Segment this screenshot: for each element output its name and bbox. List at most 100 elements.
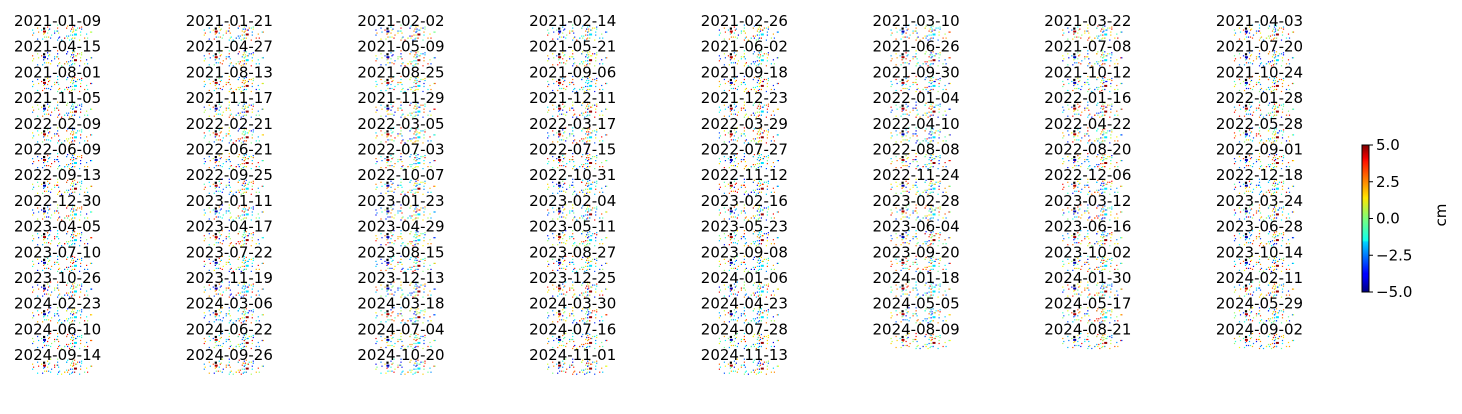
map-pixel [901, 84, 903, 87]
map-pixel [56, 184, 58, 186]
map-pixel [246, 106, 248, 108]
map-pixel [752, 164, 754, 166]
map-pixel [757, 218, 759, 220]
map-pixel [896, 185, 898, 187]
map-pixel [404, 193, 406, 195]
map-pixel [74, 25, 76, 27]
map-pixel [729, 162, 731, 164]
map-pixel [86, 84, 88, 87]
map-pixel [419, 209, 421, 211]
map-pixel [250, 116, 252, 118]
map-pixel [736, 63, 738, 65]
map-pixel [1255, 83, 1258, 86]
map-pixel [547, 158, 549, 160]
map-pixel [1111, 182, 1113, 184]
map-pixel [582, 205, 584, 207]
map-pixel [1088, 32, 1090, 34]
map-pixel [73, 208, 75, 210]
map-pixel [587, 217, 589, 219]
map-pixel [433, 57, 435, 59]
map-pixel [48, 113, 50, 115]
reference-point [729, 27, 732, 30]
map-pixel [220, 79, 222, 82]
map-pixel [76, 158, 78, 160]
map-pixel [1247, 165, 1250, 167]
map-pixel [1089, 139, 1091, 141]
map-pixel [70, 85, 72, 88]
map-pixel [1233, 55, 1236, 57]
map-pixel [434, 160, 436, 162]
map-pixel [925, 217, 927, 219]
map-pixel [1111, 79, 1113, 82]
map-pixel [400, 168, 402, 170]
map-pixel [1062, 29, 1064, 31]
map-pixel [937, 27, 939, 29]
map-pixel [1258, 219, 1261, 221]
map-pixel [1103, 30, 1105, 32]
map-pixel [1239, 160, 1242, 162]
map-pixel [1260, 165, 1263, 167]
map-pixel [1269, 112, 1272, 114]
map-pixel [924, 215, 926, 217]
map-pixel [67, 166, 69, 168]
map-pixel [733, 77, 735, 80]
map-hotspot [74, 84, 77, 87]
map-pixel [212, 158, 214, 160]
map-pixel [219, 29, 221, 31]
map-pixel [606, 57, 608, 59]
map-pixel [900, 64, 902, 66]
map-pixel [1257, 30, 1260, 32]
reference-point [1244, 207, 1248, 210]
map-pixel [929, 105, 931, 107]
map-pixel [729, 110, 731, 112]
map-pixel [922, 114, 924, 116]
map-pixel [434, 134, 436, 136]
map-pixel [208, 167, 210, 169]
map-pixel [420, 233, 422, 235]
map-pixel [569, 186, 571, 188]
map-pixel [590, 106, 592, 108]
reference-point [901, 27, 904, 30]
map-pixel [909, 85, 911, 88]
panel-2021-03-22: 2021-03-22 [1044, 12, 1131, 41]
map-pixel [908, 191, 910, 193]
map-pixel [750, 191, 752, 193]
map-pixel [930, 88, 932, 91]
map-pixel [585, 137, 587, 139]
map-pixel [1087, 156, 1089, 158]
map-pixel [1273, 88, 1276, 91]
map-pixel [220, 208, 222, 210]
map-pixel [243, 114, 245, 116]
map-pixel [582, 76, 584, 79]
map-pixel [1258, 24, 1261, 26]
map-pixel [753, 140, 755, 142]
map-pixel [1281, 108, 1284, 110]
map-pixel [900, 38, 902, 40]
map-pixel [80, 31, 82, 33]
map-pixel [81, 155, 83, 157]
map-pixel [229, 114, 231, 116]
map-pixel [262, 134, 264, 136]
map-pixel [1104, 179, 1106, 181]
map-pixel [750, 114, 752, 116]
map-pixel [380, 89, 382, 92]
map-pixel [1110, 134, 1112, 136]
map-pixel [1281, 211, 1284, 213]
map-pixel [416, 56, 418, 58]
map-pixel [427, 191, 429, 193]
map-pixel [734, 106, 736, 108]
map-pixel [81, 234, 83, 236]
map-pixel [767, 180, 769, 182]
map-pixel [72, 82, 74, 85]
map-pixel [915, 133, 917, 135]
map-pixel [1233, 111, 1236, 113]
map-pixel [1077, 26, 1079, 28]
map-pixel [556, 55, 558, 57]
map-pixel [572, 204, 574, 206]
map-pixel [1101, 182, 1103, 184]
map-pixel [218, 238, 220, 240]
map-pixel [890, 158, 892, 160]
map-pixel [1111, 208, 1113, 210]
map-pixel [419, 158, 421, 160]
map-pixel [414, 79, 416, 82]
